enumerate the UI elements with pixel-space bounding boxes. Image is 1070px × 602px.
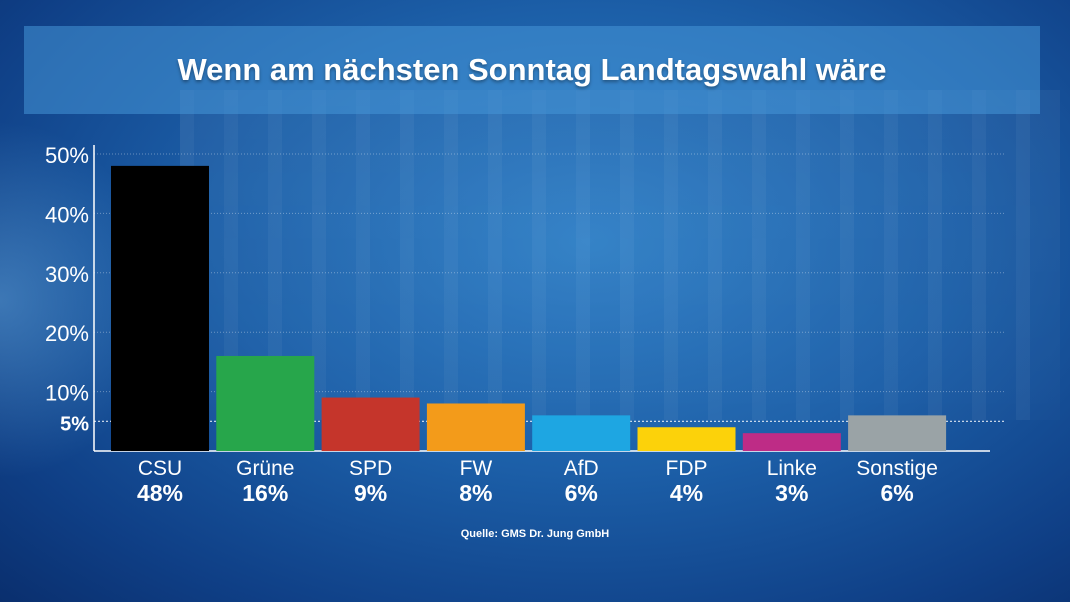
y-tick-label: 5% [60, 413, 89, 435]
value-label: 8% [459, 480, 492, 506]
value-label: 9% [354, 480, 387, 506]
category-label: Linke [767, 457, 817, 480]
bar [532, 415, 631, 451]
background-building [180, 90, 1060, 420]
value-label: 4% [670, 480, 703, 506]
value-label: 6% [565, 480, 598, 506]
category-label: AfD [564, 457, 599, 480]
category-label: Sonstige [856, 457, 938, 480]
y-tick-label: 20% [45, 321, 89, 346]
bar [742, 433, 841, 451]
bar [848, 415, 947, 451]
value-label: 6% [880, 480, 913, 506]
bar [321, 397, 420, 451]
chart-title: Wenn am nächsten Sonntag Landtagswahl wä… [177, 52, 887, 87]
y-tick-label: 30% [45, 262, 89, 287]
bar [216, 355, 315, 451]
y-tick-label: 10% [45, 381, 89, 406]
category-label: CSU [138, 457, 182, 480]
y-tick-label: 40% [45, 202, 89, 227]
category-label: FW [460, 457, 493, 480]
bar [426, 403, 525, 451]
source-note: Quelle: GMS Dr. Jung GmbH [460, 528, 610, 540]
value-label: 16% [242, 480, 288, 506]
category-label: Grüne [236, 457, 294, 480]
category-label: SPD [349, 457, 392, 480]
bar [111, 165, 209, 451]
category-label: FDP [666, 457, 708, 480]
title-banner: Wenn am nächsten Sonntag Landtagswahl wä… [24, 26, 1040, 114]
bar [637, 427, 736, 451]
y-tick-label: 50% [45, 143, 89, 168]
value-label: 3% [775, 480, 808, 506]
value-label: 48% [137, 480, 183, 506]
